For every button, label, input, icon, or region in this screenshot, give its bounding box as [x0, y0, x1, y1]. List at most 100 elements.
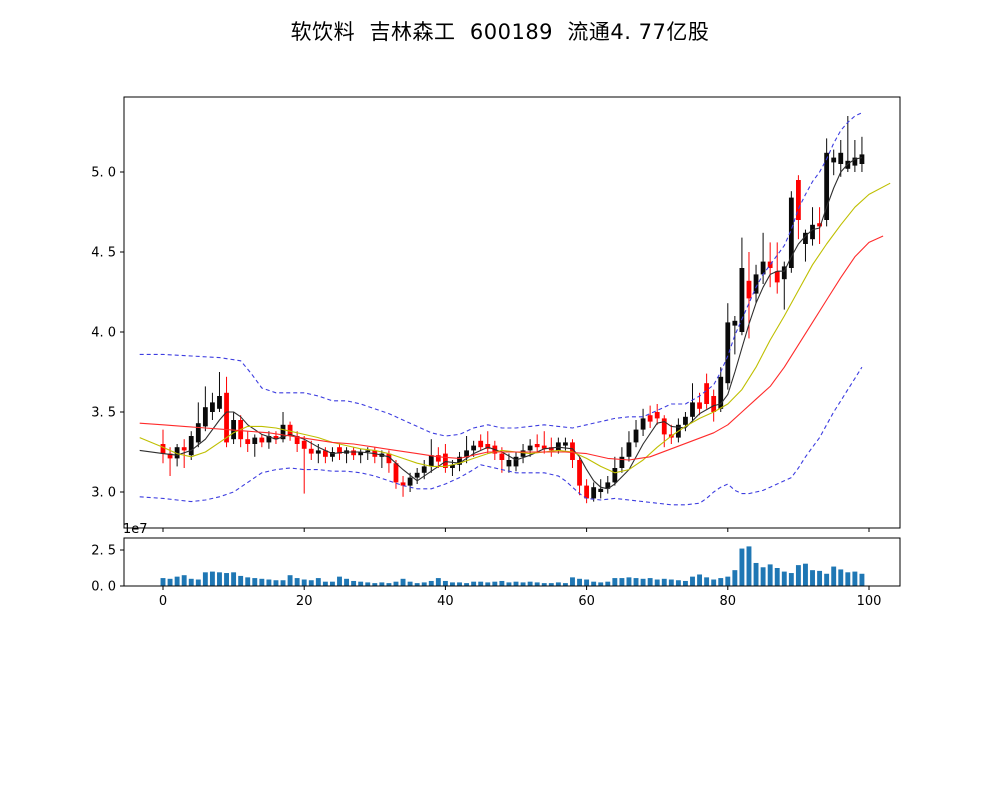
bollinger-lower-line	[139, 366, 863, 506]
candle-down	[584, 485, 589, 499]
volume-bar	[322, 581, 328, 586]
volume-bar	[365, 582, 371, 586]
volume-bar	[259, 578, 265, 586]
volume-bar	[619, 578, 625, 586]
candle-up	[690, 402, 695, 417]
volume-bar	[337, 576, 342, 586]
candle-up	[202, 407, 208, 427]
price-tick-label: 4. 0	[91, 326, 116, 341]
candle-down	[485, 444, 491, 449]
candle-down	[548, 447, 554, 451]
candle-up	[252, 437, 258, 444]
volume-bar	[711, 579, 717, 586]
volume-bar	[697, 574, 703, 586]
candle-down	[224, 392, 229, 443]
x-tick-label: 20	[296, 594, 313, 609]
volume-bar	[188, 578, 194, 586]
volume-bar	[442, 580, 448, 586]
candle-down	[301, 440, 307, 449]
volume-bar	[605, 581, 611, 586]
volume-bar	[795, 565, 801, 586]
candle-down	[534, 444, 540, 448]
volume-bar	[654, 579, 660, 586]
candle-up	[195, 423, 201, 443]
candle-up	[753, 274, 759, 294]
candle-down	[160, 444, 166, 454]
volume-bar	[859, 573, 865, 586]
volume-bar	[181, 575, 187, 586]
volume-bar	[781, 571, 787, 586]
volume-bar	[492, 581, 498, 586]
volume-bar	[675, 580, 681, 586]
candle-up	[852, 157, 858, 166]
volume-bar	[520, 582, 526, 586]
candle-up	[210, 402, 215, 412]
candle-up	[810, 224, 815, 240]
candle-up	[450, 464, 455, 468]
volume-bar	[682, 580, 688, 586]
candle-up	[626, 442, 632, 457]
candle-up	[739, 268, 745, 332]
candle-down	[273, 436, 279, 440]
volume-bar	[217, 572, 222, 586]
volume-bar	[584, 579, 590, 586]
volume-bar	[534, 582, 540, 586]
candle-up	[457, 456, 462, 465]
volume-bar	[485, 582, 491, 586]
x-tick-label: 60	[578, 594, 595, 609]
candle-down	[541, 445, 547, 449]
candle-up	[421, 466, 427, 473]
volume-bar	[817, 570, 823, 586]
volume-bar	[287, 575, 293, 586]
candle-up	[407, 477, 413, 486]
ma-slow-line	[139, 235, 884, 461]
candle-up	[859, 154, 865, 164]
candle-down	[647, 415, 653, 422]
candle-up	[217, 396, 222, 409]
candle-down	[322, 450, 328, 457]
candle-down	[435, 455, 441, 462]
volume-bar	[329, 581, 335, 586]
candle-down	[443, 453, 448, 468]
volume-bar	[852, 571, 858, 586]
volume-axes-border	[123, 537, 901, 587]
candle-up	[718, 376, 724, 409]
volume-bar	[774, 568, 780, 586]
volume-bar	[457, 582, 462, 586]
candle-down	[478, 440, 484, 448]
candle-down	[337, 447, 342, 454]
volume-bar	[450, 582, 455, 586]
volume-bar	[209, 571, 215, 586]
volume-bar	[435, 578, 441, 586]
x-tick-label: 0	[159, 594, 167, 609]
volume-bar	[732, 570, 738, 586]
price-tick-label: 3. 0	[91, 486, 116, 501]
volume-bar	[386, 583, 392, 586]
candle-up	[174, 447, 180, 459]
candle-up	[414, 472, 420, 478]
candle-up	[640, 418, 646, 430]
candle-down	[393, 463, 399, 483]
candle-up	[266, 436, 272, 443]
volume-bar	[372, 583, 378, 586]
volume-bar	[647, 578, 653, 586]
volume-bar	[760, 567, 766, 586]
volume-tick-label: 0. 0	[91, 580, 116, 595]
price-plot-area	[139, 112, 891, 506]
price-tick-label: 3. 5	[91, 406, 116, 421]
candle-up	[732, 320, 738, 326]
candle-down	[287, 424, 293, 436]
volume-bar	[266, 579, 272, 586]
volume-bar	[548, 583, 554, 586]
volume-bar	[252, 578, 258, 586]
volume-bar	[400, 578, 406, 586]
volume-bar	[640, 578, 646, 586]
volume-bar	[718, 578, 724, 586]
candle-down	[386, 453, 392, 464]
volume-bar	[280, 580, 286, 586]
volume-bar	[767, 564, 773, 586]
candle-down	[577, 460, 582, 486]
volume-bar	[160, 578, 166, 586]
volume-bar	[838, 569, 844, 586]
